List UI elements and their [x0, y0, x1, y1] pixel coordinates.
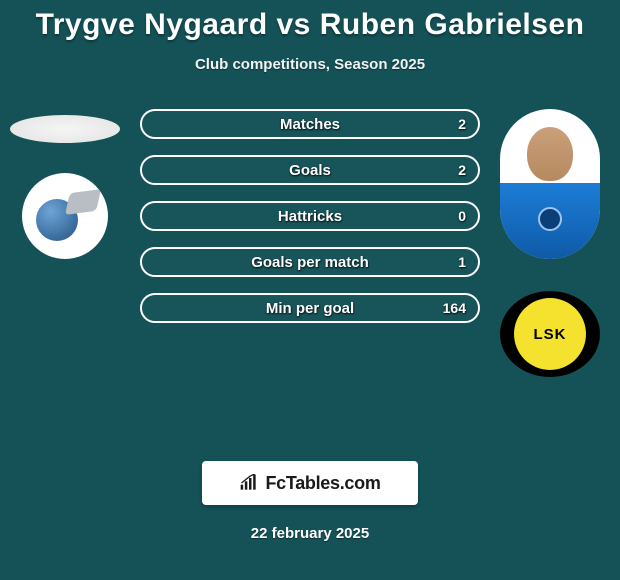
- comparison-content: Matches 2 Goals 2 Hattricks 0 Goals per …: [0, 109, 620, 409]
- stat-label: Goals: [289, 162, 331, 179]
- club-right-badge: LSK: [500, 291, 600, 377]
- stat-label: Min per goal: [266, 300, 354, 317]
- stat-value: 1: [458, 254, 466, 270]
- stat-label: Goals per match: [251, 254, 369, 271]
- player-head: [527, 127, 573, 181]
- brand-text: FcTables.com: [265, 473, 380, 494]
- stat-row-matches: Matches 2: [140, 109, 480, 139]
- club-right-label: LSK: [514, 298, 586, 370]
- chart-icon: [239, 474, 259, 492]
- stat-value: 164: [443, 300, 466, 316]
- stat-label: Matches: [280, 116, 340, 133]
- stat-value: 0: [458, 208, 466, 224]
- stat-row-hattricks: Hattricks 0: [140, 201, 480, 231]
- stats-list: Matches 2 Goals 2 Hattricks 0 Goals per …: [140, 109, 480, 339]
- player-left-silhouette: [10, 115, 120, 143]
- player-right-photo: [500, 109, 600, 259]
- stat-value: 2: [458, 116, 466, 132]
- stat-row-min-per-goal: Min per goal 164: [140, 293, 480, 323]
- subtitle: Club competitions, Season 2025: [0, 56, 620, 73]
- brand-box: FcTables.com: [202, 461, 418, 505]
- stat-row-goals: Goals 2: [140, 155, 480, 185]
- club-left-badge: [22, 173, 108, 259]
- player-right-column: LSK: [490, 109, 610, 377]
- stat-row-goals-per-match: Goals per match 1: [140, 247, 480, 277]
- stat-label: Hattricks: [278, 208, 342, 225]
- player-left-column: [0, 109, 130, 259]
- page-title: Trygve Nygaard vs Ruben Gabrielsen: [0, 0, 620, 42]
- stat-value: 2: [458, 162, 466, 178]
- date-label: 22 february 2025: [0, 525, 620, 542]
- jersey-badge: [538, 207, 562, 231]
